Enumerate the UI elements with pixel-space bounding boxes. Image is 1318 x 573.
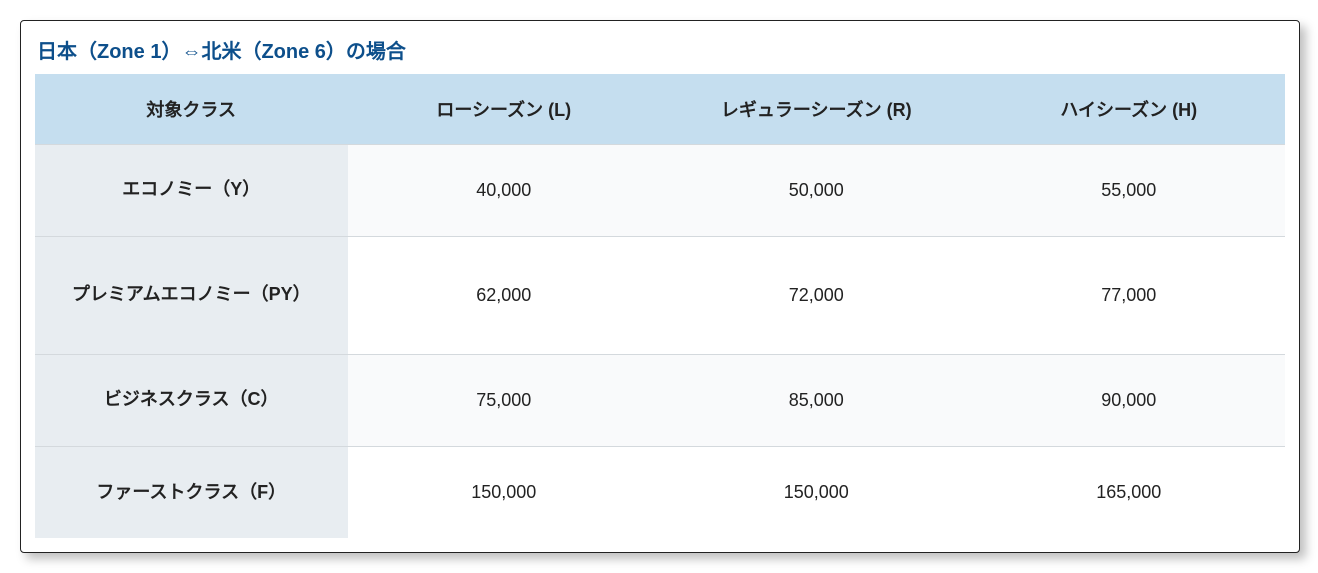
card-title: 日本（Zone 1）⇔北米（Zone 6）の場合 bbox=[37, 35, 1285, 64]
low-cell: 75,000 bbox=[348, 354, 661, 446]
high-cell: 77,000 bbox=[973, 236, 1286, 354]
regular-cell: 150,000 bbox=[660, 446, 973, 538]
class-cell: ファーストクラス（F） bbox=[35, 446, 348, 538]
class-cell: プレミアムエコノミー（PY） bbox=[35, 236, 348, 354]
table-header-row: 対象クラス ローシーズン (L) レギュラーシーズン (R) ハイシーズン (H… bbox=[35, 74, 1285, 144]
table-row: エコノミー（Y）40,00050,00055,000 bbox=[35, 144, 1285, 236]
high-cell: 55,000 bbox=[973, 144, 1286, 236]
col-header-regular: レギュラーシーズン (R) bbox=[660, 74, 973, 144]
col-header-low: ローシーズン (L) bbox=[348, 74, 661, 144]
regular-cell: 85,000 bbox=[660, 354, 973, 446]
high-cell: 165,000 bbox=[973, 446, 1286, 538]
fare-card: 日本（Zone 1）⇔北米（Zone 6）の場合 対象クラス ローシーズン (L… bbox=[20, 20, 1300, 553]
low-cell: 150,000 bbox=[348, 446, 661, 538]
table-row: プレミアムエコノミー（PY）62,00072,00077,000 bbox=[35, 236, 1285, 354]
table-row: ファーストクラス（F）150,000150,000165,000 bbox=[35, 446, 1285, 538]
class-cell: ビジネスクラス（C） bbox=[35, 354, 348, 446]
regular-cell: 50,000 bbox=[660, 144, 973, 236]
fare-table: 対象クラス ローシーズン (L) レギュラーシーズン (R) ハイシーズン (H… bbox=[35, 74, 1285, 538]
col-header-high: ハイシーズン (H) bbox=[973, 74, 1286, 144]
high-cell: 90,000 bbox=[973, 354, 1286, 446]
class-cell: エコノミー（Y） bbox=[35, 144, 348, 236]
low-cell: 40,000 bbox=[348, 144, 661, 236]
table-row: ビジネスクラス（C）75,00085,00090,000 bbox=[35, 354, 1285, 446]
col-header-class: 対象クラス bbox=[35, 74, 348, 144]
low-cell: 62,000 bbox=[348, 236, 661, 354]
regular-cell: 72,000 bbox=[660, 236, 973, 354]
table-body: エコノミー（Y）40,00050,00055,000プレミアムエコノミー（PY）… bbox=[35, 144, 1285, 538]
